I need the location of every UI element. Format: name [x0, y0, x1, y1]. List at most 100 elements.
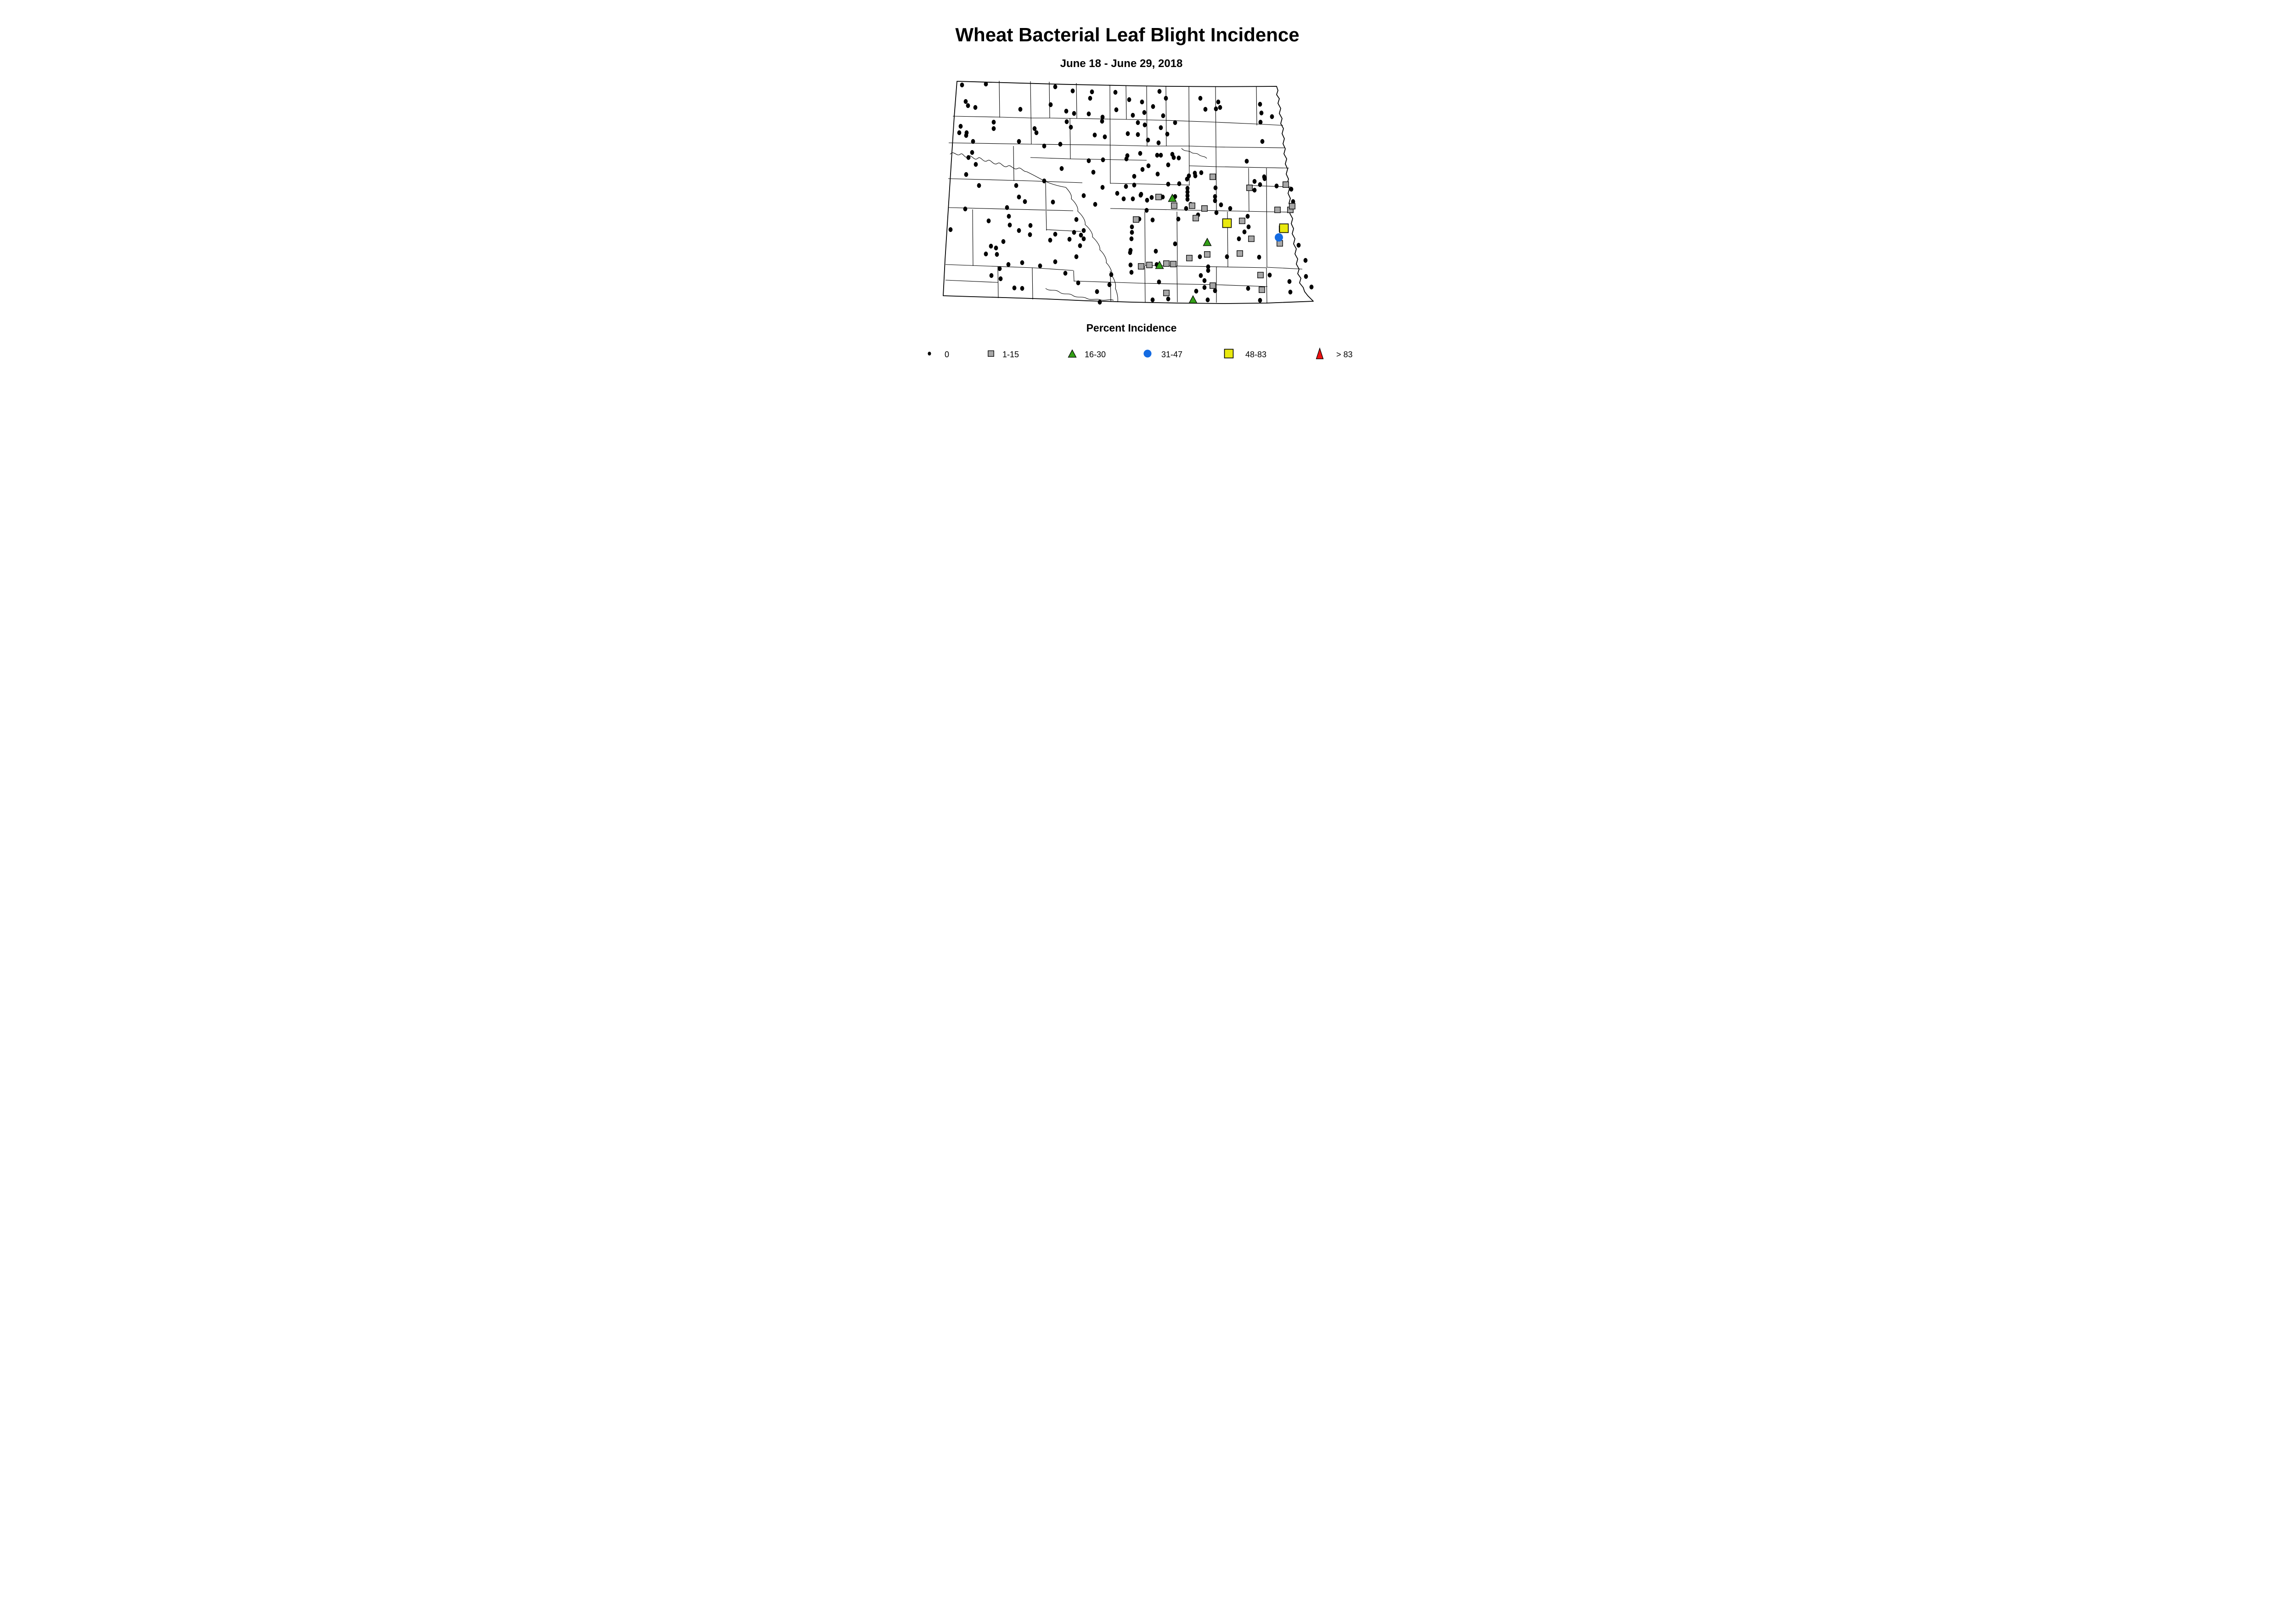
map-marker-dot [973, 105, 978, 110]
map-marker-dot [948, 227, 953, 232]
map-marker-dot [1064, 108, 1069, 114]
map-marker-dot [960, 82, 964, 88]
map-marker-dot [1034, 130, 1039, 135]
legend-marker-square [988, 350, 994, 357]
map-marker-dot [964, 172, 968, 177]
map-marker-dot [991, 119, 996, 125]
map-marker-dot [994, 245, 998, 251]
map-marker-dot [1155, 152, 1159, 158]
map-marker-dot [1081, 228, 1086, 233]
map-marker-dot [1199, 170, 1204, 175]
map-marker-dot [1081, 193, 1086, 198]
map-marker-dot [1076, 280, 1080, 286]
map-marker-square [1274, 207, 1281, 213]
legend-marker-big-triangle [1316, 347, 1324, 360]
missouri-river [950, 152, 1118, 303]
legend-label-0: 0 [945, 350, 949, 359]
map-marker-dot [1014, 183, 1019, 188]
map-marker-dot [1005, 205, 1009, 210]
map-marker-dot [1093, 202, 1097, 207]
map-marker-dot [1101, 157, 1105, 163]
map-marker-dot [1150, 217, 1155, 223]
map-marker-dot [1038, 263, 1042, 269]
map-marker-dot [1242, 229, 1247, 235]
map-marker-dot [1109, 272, 1114, 277]
map-marker-square [1163, 260, 1170, 267]
map-marker-dot [1252, 179, 1257, 184]
map-marker-dot [1145, 197, 1149, 203]
map-marker-dot [1287, 279, 1292, 284]
map-marker-dot [1078, 243, 1082, 248]
map-marker-dot [1206, 264, 1210, 270]
map-marker-dot [1171, 155, 1176, 160]
map-marker-dot [1028, 223, 1033, 228]
map-marker-dot [1032, 126, 1037, 131]
map-marker-dot [1115, 191, 1120, 196]
map-marker-dot [970, 150, 974, 155]
devils-lake [1181, 148, 1207, 159]
map-marker-dot [1173, 120, 1177, 125]
map-marker-dot [1121, 196, 1126, 202]
legend: Percent Incidence 0 1-15 16-30 31-47 48-… [928, 322, 1353, 360]
map-marker-dot [1166, 296, 1171, 302]
map-marker-dot [1177, 181, 1182, 186]
legend-label-5: > 83 [1336, 350, 1353, 359]
map-marker-dot [1176, 155, 1181, 161]
map-marker-dot [1165, 131, 1170, 137]
map-marker-dot [1228, 206, 1232, 211]
map-marker-dot [1289, 186, 1294, 192]
map-marker-triangle [1203, 237, 1212, 246]
map-marker-dot [1185, 189, 1190, 195]
map-marker-dot [1291, 199, 1295, 204]
map-marker-dot [1140, 99, 1144, 105]
map-marker-dot [1074, 254, 1079, 259]
map-marker-dot [1051, 199, 1055, 205]
map-marker-dot [1270, 114, 1274, 119]
map-marker-dot [1086, 158, 1091, 163]
map-marker-dot [1020, 286, 1024, 291]
map-marker-dot [1214, 106, 1218, 112]
legend-label-4: 48-83 [1245, 350, 1266, 359]
map-marker-square [1193, 215, 1199, 221]
map-marker-dot [1048, 237, 1052, 243]
legend-label-2: 16-30 [1085, 350, 1106, 359]
map-marker-dot [957, 130, 962, 135]
map-marker-dot [1150, 297, 1155, 303]
map-marker-square [1189, 203, 1195, 209]
map-marker-dot [1202, 278, 1207, 283]
map-marker-dot [1146, 163, 1151, 169]
map-marker-dot [971, 139, 975, 144]
map-marker-dot [1128, 262, 1133, 268]
map-marker-dot [1023, 199, 1027, 204]
incidence-map-figure: Wheat Bacterial Leaf Blight Incidence Ju… [928, 24, 1353, 360]
map-marker-big-square [1279, 223, 1289, 233]
map-marker-dot [1100, 118, 1104, 124]
map-marker-dot [1213, 288, 1217, 293]
map-marker-dot [1007, 222, 1012, 228]
map-marker-dot [984, 81, 988, 87]
map-marker-square [1204, 251, 1210, 258]
map-marker-dot [1007, 214, 1011, 219]
map-marker-dot [964, 133, 968, 138]
map-marker-dot [1173, 241, 1177, 247]
map-marker-dot [1157, 89, 1162, 94]
map-marker-square [1239, 218, 1245, 224]
cannonball-river [1045, 288, 1114, 301]
map-marker-dot [1136, 120, 1140, 125]
chart-subtitle: June 18 - June 29, 2018 [1060, 57, 1183, 70]
map-marker-dot [1296, 242, 1301, 248]
map-marker-dot [1131, 113, 1135, 118]
map-marker-dot [1244, 158, 1249, 164]
map-marker-big-square [1222, 218, 1232, 228]
map-marker-dot [1053, 84, 1058, 90]
map-marker-dot [1128, 250, 1132, 255]
map-marker-dot [1114, 107, 1119, 113]
map-marker-square [1155, 194, 1162, 200]
map-marker-dot [1053, 259, 1058, 265]
map-marker-dot [1219, 202, 1223, 208]
map-marker-dot [989, 273, 994, 278]
map-marker-square [1146, 262, 1153, 268]
legend-marker-dot [928, 351, 931, 356]
map-marker-dot [1142, 110, 1147, 115]
legend-marker-triangle [1068, 349, 1077, 358]
